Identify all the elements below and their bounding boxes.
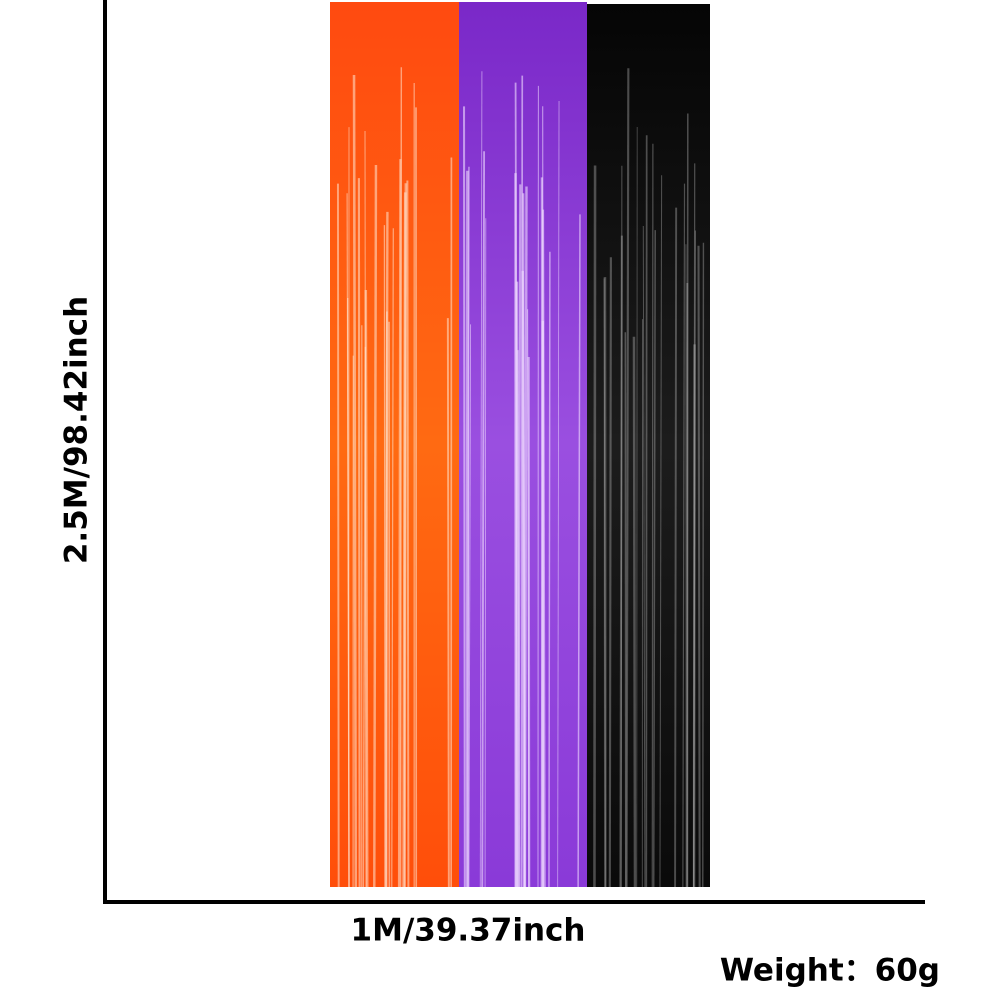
fringe-strand [364, 289, 369, 888]
fringe-strand [520, 75, 524, 888]
fringe-strand [548, 251, 551, 888]
black-curtain [587, 4, 710, 887]
fringe-strand [619, 235, 623, 888]
width-label: 1M/39.37inch [351, 913, 586, 949]
fringe-strand [346, 297, 350, 888]
orange-curtain [330, 2, 459, 887]
fringe-strand [686, 113, 689, 888]
fringe-strand [693, 163, 696, 888]
fringe-strand [402, 192, 407, 888]
fringe-strand [682, 183, 686, 888]
fringe-strand [517, 350, 521, 888]
fringe-strand [462, 106, 466, 888]
fringe-strand [651, 143, 654, 888]
fringe-strand [522, 193, 526, 888]
fringe-strand [514, 82, 519, 888]
curtains [330, 2, 710, 888]
fringe-strand [542, 106, 544, 888]
fringe-strand [357, 178, 361, 888]
height-line [103, 0, 107, 904]
fringe-strand [608, 257, 612, 888]
fringe-strand [642, 226, 646, 888]
fringe-strand [446, 318, 450, 888]
fringe-strand [593, 165, 597, 888]
fringe-strand [540, 177, 544, 888]
fringe-strand [702, 242, 705, 888]
height-label: 2.5M/98.42inch [59, 296, 95, 564]
fringe-strand [336, 183, 340, 888]
fringe-strand [659, 175, 663, 888]
fringe-strand [484, 218, 487, 888]
fringe-strand [468, 324, 472, 888]
fringe-strand [527, 356, 531, 888]
fringe-strand [397, 159, 402, 888]
fringe-strand [399, 67, 403, 888]
fringe-strand [603, 278, 606, 888]
fringe-strand [693, 230, 696, 888]
fringe-strand [557, 100, 560, 888]
fringe-strand [620, 165, 623, 888]
fringe-strand [406, 180, 410, 888]
fringe-strand [352, 75, 358, 888]
fringe-strand [577, 214, 581, 888]
fringe-strand [362, 346, 367, 888]
fringe-strand [373, 165, 378, 888]
fringe-strand [625, 68, 630, 888]
width-line [103, 900, 925, 904]
fringe-strand [632, 336, 637, 888]
weight-label: Weight：60g [720, 953, 940, 989]
fringe-strand [652, 230, 656, 888]
fringe-strand [674, 207, 678, 888]
fringe-strand [383, 225, 386, 888]
fringe-strand [479, 71, 483, 888]
fringe-strand [391, 228, 394, 888]
fringe-strand [481, 151, 486, 888]
fringe-strand [697, 245, 701, 888]
